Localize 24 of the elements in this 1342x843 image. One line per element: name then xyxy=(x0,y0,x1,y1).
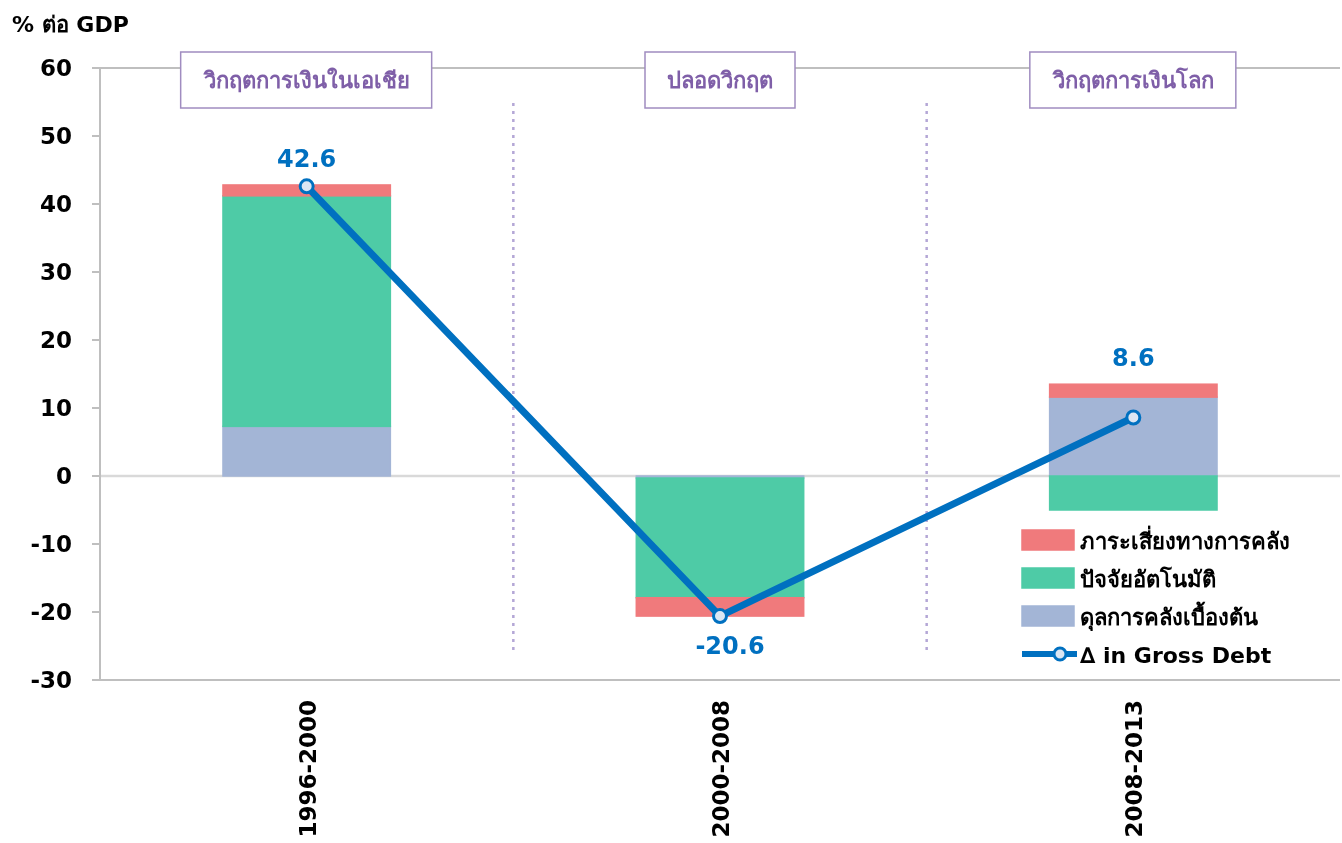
y-tick-label: 10 xyxy=(39,395,72,421)
y-tick-label: 60 xyxy=(39,55,72,81)
y-tick-label: -30 xyxy=(30,667,72,693)
x-tick-label: 2008-2013 xyxy=(1121,700,1148,838)
x-tick-label: 2000-2008 xyxy=(708,700,734,838)
annotation: วิกฤตการเงินในเอเชีย xyxy=(202,67,410,93)
y-tick-label: -20 xyxy=(30,599,72,625)
y-tick-label: 20 xyxy=(39,327,72,353)
annotation: ปลอดวิกฤต xyxy=(667,68,773,93)
data-label: -20.6 xyxy=(695,632,765,661)
x-tick-label: 1996-2000 xyxy=(294,700,321,838)
legend-label: ∆ in Gross Debt xyxy=(1080,643,1272,668)
legend-label: ดุลการคลังเบื้องต้น xyxy=(1080,601,1258,632)
y-tick-label: 50 xyxy=(39,123,72,149)
legend-label: ปัจจัยอัตโนมัติ xyxy=(1080,566,1216,592)
y-tick-label: 0 xyxy=(55,463,72,489)
y-tick-label: 30 xyxy=(39,259,72,285)
data-label: 8.6 xyxy=(1112,344,1155,373)
y-tick-label: -10 xyxy=(30,531,72,557)
y-tick-label: 40 xyxy=(39,191,72,217)
annotation: วิกฤตการเงินโลก xyxy=(1051,67,1214,93)
y-axis-title: % ต่อ GDP xyxy=(12,12,129,37)
data-label: 42.6 xyxy=(277,144,337,173)
legend-label: ภาระเสี่ยงทางการคลัง xyxy=(1080,525,1290,554)
